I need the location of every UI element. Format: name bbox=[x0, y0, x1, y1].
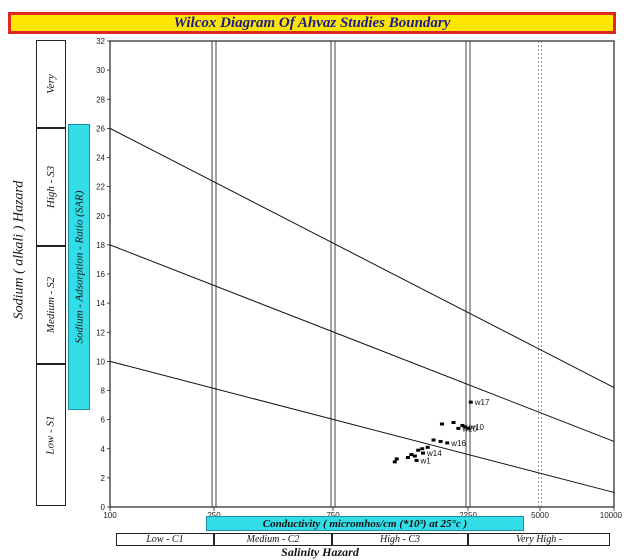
y-tick-label: 24 bbox=[96, 154, 105, 163]
salinity-class-veryhigh: Very High - bbox=[468, 533, 610, 546]
chart-title: Wilcox Diagram Of Ahvaz Studies Boundary bbox=[173, 14, 451, 31]
data-point bbox=[420, 451, 425, 455]
sodium-hazard-boundary bbox=[109, 244, 615, 442]
data-point bbox=[466, 426, 470, 430]
y-tick-label: 22 bbox=[96, 183, 105, 192]
data-point-label: w17 bbox=[474, 398, 490, 407]
y-tick-label: 0 bbox=[101, 503, 106, 512]
x-tick-label: 250 bbox=[207, 511, 221, 520]
y-tick-label: 30 bbox=[96, 66, 105, 75]
sodium-class-medium: Medium - S2 bbox=[36, 246, 66, 364]
sodium-hazard-boundary bbox=[109, 360, 615, 493]
sar-axis-label-box: Sodium - Adsorption - Ratio (SAR) bbox=[68, 124, 90, 410]
x-tick-label: 10000 bbox=[600, 511, 623, 520]
conductivity-axis-label: Conductivity ( micromhos/cm (*10³) at 25… bbox=[206, 516, 524, 531]
sodium-class-very: Very bbox=[36, 40, 66, 128]
data-point-label: w10 bbox=[468, 423, 484, 432]
y-tick-label: 32 bbox=[96, 37, 105, 46]
data-point bbox=[414, 458, 419, 462]
data-point bbox=[463, 425, 468, 429]
data-point bbox=[394, 457, 399, 461]
data-point bbox=[451, 421, 456, 425]
chart-title-banner: Wilcox Diagram Of Ahvaz Studies Boundary bbox=[8, 12, 616, 34]
data-point bbox=[439, 422, 444, 426]
x-tick-label: 750 bbox=[326, 511, 340, 520]
salinity-class-medium: Medium - C2 bbox=[214, 533, 332, 546]
x-tick-label: 2250 bbox=[459, 511, 477, 520]
y-tick-label: 16 bbox=[96, 270, 105, 279]
salinity-hazard-label: Salinity Hazard bbox=[281, 545, 359, 559]
sodium-class-low: Low - S1 bbox=[36, 364, 66, 506]
sodium-hazard-boundary bbox=[109, 127, 615, 389]
y-tick-label: 28 bbox=[96, 95, 105, 104]
data-point bbox=[460, 423, 465, 427]
data-point bbox=[405, 455, 410, 459]
data-point bbox=[438, 439, 443, 443]
data-point bbox=[420, 447, 425, 451]
data-point bbox=[409, 453, 414, 457]
data-point-label: w20 bbox=[461, 424, 477, 433]
x-tick-label: 5000 bbox=[531, 511, 549, 520]
data-point bbox=[425, 445, 430, 449]
y-tick-label: 6 bbox=[101, 416, 106, 425]
data-point bbox=[456, 426, 461, 430]
data-point bbox=[392, 460, 397, 464]
y-tick-label: 4 bbox=[101, 445, 106, 454]
data-point bbox=[416, 448, 421, 452]
salinity-class-high: High - C3 bbox=[332, 533, 468, 546]
sodium-class-high: High - S3 bbox=[36, 128, 66, 246]
y-tick-label: 2 bbox=[101, 474, 106, 483]
data-point-label: w16 bbox=[450, 439, 466, 448]
data-point bbox=[468, 400, 473, 404]
salinity-class-low: Low - C1 bbox=[116, 533, 214, 546]
y-tick-label: 8 bbox=[101, 387, 106, 396]
x-tick-label: 100 bbox=[103, 511, 117, 520]
y-tick-label: 14 bbox=[96, 299, 105, 308]
data-point-label: w14 bbox=[426, 449, 442, 458]
y-tick-label: 12 bbox=[96, 328, 105, 337]
y-tick-label: 18 bbox=[96, 241, 105, 250]
y-tick-label: 26 bbox=[96, 124, 105, 133]
data-point bbox=[412, 454, 417, 458]
data-point-label: w1 bbox=[420, 456, 432, 465]
y-tick-label: 20 bbox=[96, 212, 105, 221]
data-point bbox=[431, 438, 436, 442]
data-point bbox=[445, 441, 450, 445]
y-tick-label: 10 bbox=[96, 357, 105, 366]
